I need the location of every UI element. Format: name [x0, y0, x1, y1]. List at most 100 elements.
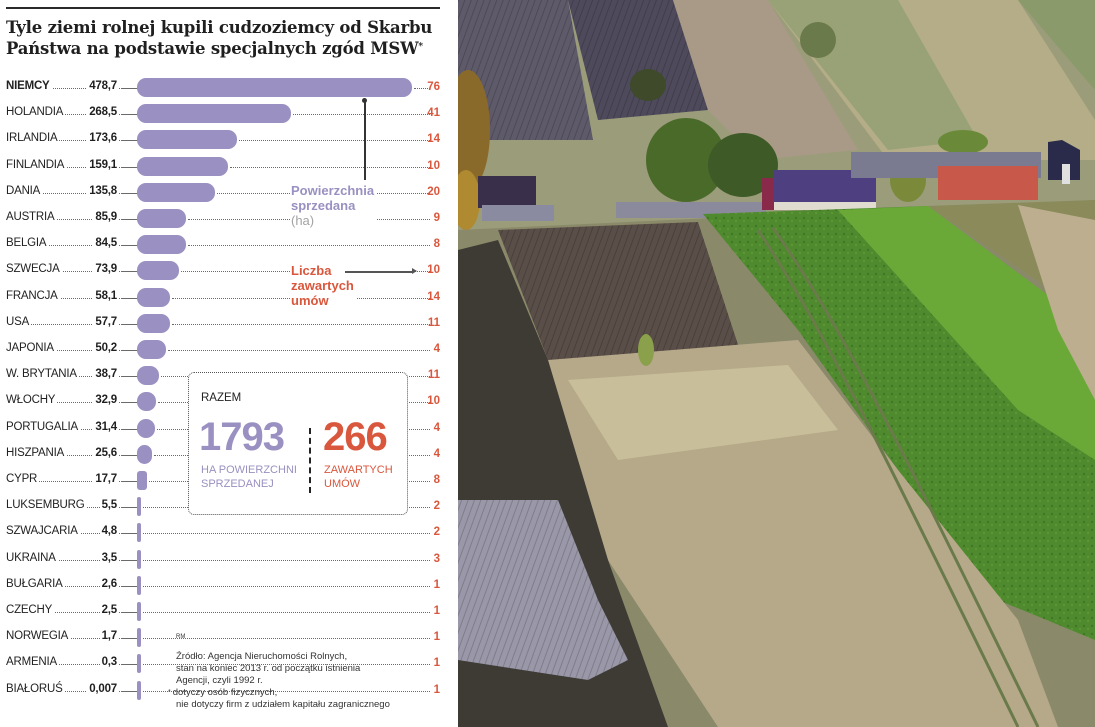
area-bar	[137, 366, 160, 386]
author-credit: RM	[176, 634, 186, 640]
area-bar	[137, 549, 141, 569]
totals-label: RAZEM	[201, 392, 242, 404]
contract-count: 4	[433, 343, 440, 355]
legend-count-line3: umów	[291, 293, 329, 308]
contract-count: 10	[427, 264, 440, 277]
area-bar	[137, 182, 215, 202]
country-label: HOLANDIA	[6, 106, 66, 119]
infographic-panel: Tyle ziemi rolnej kupili cudzoziemcy od …	[0, 0, 458, 727]
area-value: 0,007	[87, 682, 119, 695]
leader-dots	[8, 140, 138, 142]
area-bar	[137, 575, 141, 595]
contract-count: 11	[427, 369, 440, 382]
area-value: 268,5	[87, 106, 119, 119]
country-label: W. BRYTANIA	[6, 368, 79, 381]
area-bar	[137, 78, 412, 97]
leader-dots	[121, 612, 137, 613]
leader-dots	[8, 350, 138, 351]
country-label: SZWAJCARIA	[6, 525, 80, 538]
footnote: * dotyczy osób fizycznych, nie dotyczy fi…	[168, 687, 448, 711]
leader-dots	[121, 428, 137, 430]
leader-dots	[143, 690, 430, 692]
leader-dots	[8, 585, 138, 587]
leader-dots	[121, 166, 137, 168]
table-row: BIAŁORUŚ 0,007 1	[0, 678, 458, 704]
leader-dots	[121, 585, 137, 587]
area-bar	[137, 418, 156, 438]
table-row: SZWAJCARIA 4,8 2	[0, 520, 458, 546]
area-value: 25,6	[93, 446, 119, 459]
area-bar	[137, 602, 141, 621]
country-label: FRANCJA	[6, 289, 60, 302]
country-label: CZECHY	[6, 604, 55, 616]
footnote-line2: nie dotyczy firm z udziałem kapitału zag…	[176, 699, 390, 710]
leader-dots	[143, 585, 430, 587]
area-bar	[137, 471, 148, 490]
leader-dots	[121, 88, 137, 89]
table-row: DANIA 135,8 20	[0, 180, 458, 206]
table-row: JAPONIA 50,2 4	[0, 337, 458, 363]
area-bar	[137, 523, 141, 543]
leader-dots	[8, 245, 138, 247]
landscape-illustration	[458, 0, 1095, 727]
country-label: NIEMCY	[6, 80, 52, 92]
contract-count: 2	[433, 526, 440, 539]
country-label: ARMENIA	[6, 656, 59, 669]
area-value: 135,8	[87, 184, 119, 197]
legend-area-line2: sprzedana	[291, 198, 356, 213]
country-label: NORWEGIA	[6, 630, 71, 643]
title-line-2: Państwa na podstawie specjalnych zgód MS…	[6, 39, 419, 58]
leader-dots	[121, 481, 137, 482]
totals-area-caption-line1: HA POWIERZCHNI	[201, 464, 297, 476]
bar-rows: NIEMCY 478,7 76 HOLANDIA 268,5 4 1 IRLANDIA 173,…	[0, 0, 458, 727]
table-row: NIEMCY 478,7 76	[0, 75, 458, 101]
country-label: PORTUGALIA	[6, 420, 80, 433]
area-bar	[137, 287, 171, 307]
leader-dots	[121, 454, 137, 456]
country-label: CYPR	[6, 473, 40, 485]
footnote-mark: *	[168, 689, 171, 696]
contract-count: 10	[427, 159, 440, 172]
country-label: JAPONIA	[6, 342, 56, 354]
leader-dots	[230, 166, 430, 168]
country-label: BUŁGARIA	[6, 577, 65, 590]
source-line1: Źródło: Agencja Nieruchomości Rolnych,	[176, 651, 348, 662]
country-label: IRLANDIA	[6, 132, 60, 145]
contract-count: 10	[427, 395, 440, 408]
title-footnote-mark: *	[418, 42, 423, 52]
table-row: IRLANDIA 173,6 14	[0, 127, 458, 153]
footnote-line1: dotyczy osób fizycznych,	[172, 687, 278, 698]
leader-dots	[8, 664, 138, 666]
contract-count: 4	[433, 447, 440, 460]
leader-dots	[143, 664, 430, 666]
leader-dots	[8, 638, 138, 640]
legend-area-line1: Powierzchnia	[291, 183, 375, 198]
country-label: HISZPANIA	[6, 446, 67, 459]
country-label: AUSTRIA	[6, 211, 57, 223]
area-value: 2,6	[99, 577, 119, 590]
contract-count: 11	[427, 316, 440, 329]
contract-count: 14	[427, 133, 440, 146]
contract-count: 8	[433, 238, 440, 251]
leader-dots	[121, 114, 137, 116]
leader-dots	[8, 219, 138, 220]
area-value: 84,5	[93, 237, 119, 250]
leader-dots	[238, 140, 430, 142]
table-row: NORWEGIA 1,7 1	[0, 625, 458, 651]
contract-count: 3	[433, 552, 440, 565]
leader-dots	[143, 638, 430, 640]
leader-dots	[8, 166, 138, 168]
area-value: 58,1	[93, 289, 119, 302]
area-bar	[137, 104, 292, 124]
area-bar	[137, 444, 152, 464]
contract-count: 1	[433, 657, 440, 670]
rural-landscape-photo	[458, 0, 1095, 727]
country-label: USA	[6, 315, 32, 328]
source-line2: stan na koniec 2013 r. od początku istni…	[176, 663, 361, 674]
country-label: WŁOCHY	[6, 394, 58, 407]
leader-dots	[121, 559, 137, 561]
totals-box: RAZEM 1793 HA POWIERZCHNI SPRZEDANEJ 266…	[188, 372, 408, 515]
leader-dots	[121, 140, 137, 142]
area-value: 2,5	[99, 604, 119, 616]
area-bar	[137, 497, 141, 517]
